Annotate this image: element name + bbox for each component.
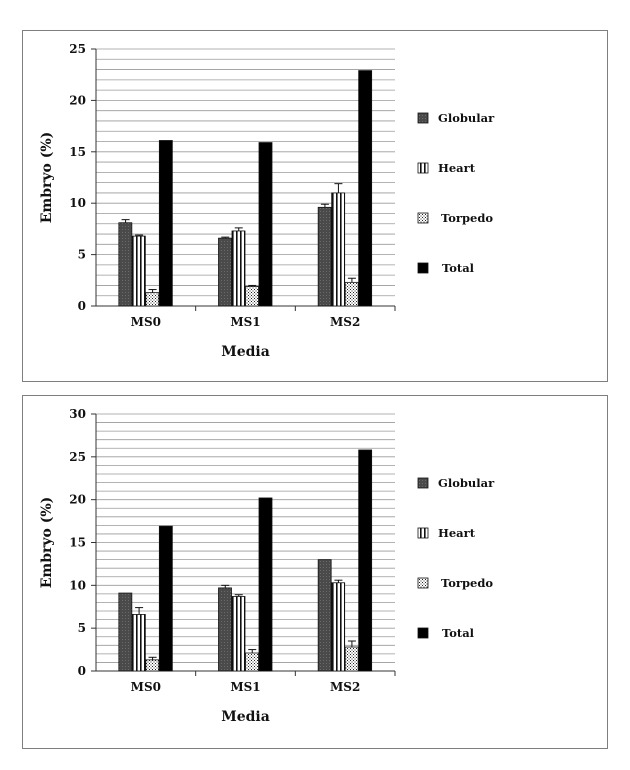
bar-globular-ms2 bbox=[317, 559, 332, 672]
chart-panel-bottom: 0 5 10 15 20 25 30 MS0 MS1 MS2 Embryo (%) Media Glob… bbox=[22, 395, 608, 749]
bar-torpedo-ms0 bbox=[145, 292, 160, 307]
y-tick-label: 25 bbox=[69, 450, 86, 464]
legend-label-total: Total bbox=[442, 261, 475, 275]
y-tick-label: 0 bbox=[78, 299, 86, 313]
y-tick-label: 15 bbox=[69, 536, 86, 550]
bar-globular-ms1 bbox=[218, 237, 232, 307]
y-tick-label: 10 bbox=[69, 578, 86, 592]
bar-chart-top: 0 5 10 15 20 25 MS0 MS1 MS2 Embryo (%) Media Globul… bbox=[39, 42, 495, 360]
legend-label-heart: Heart bbox=[438, 161, 476, 175]
y-tick-label: 10 bbox=[69, 196, 86, 210]
bar-total-ms1 bbox=[258, 497, 273, 672]
bar-globular-ms1 bbox=[218, 587, 232, 672]
y-tick-label: 30 bbox=[69, 407, 86, 421]
bar-torpedo-ms2 bbox=[344, 646, 359, 672]
bar-heart-ms2 bbox=[331, 192, 346, 307]
bar-total-ms2 bbox=[358, 70, 373, 307]
legend-swatch-globular bbox=[417, 112, 429, 124]
y-tick-label: 5 bbox=[78, 621, 86, 635]
bar-heart-ms1 bbox=[231, 230, 246, 307]
bar-heart-ms0 bbox=[131, 614, 146, 672]
legend-swatch-torpedo bbox=[417, 212, 429, 224]
legend-label-globular: Globular bbox=[438, 476, 495, 490]
x-axis-title: Media bbox=[221, 344, 270, 360]
bar-total-ms0 bbox=[158, 140, 173, 307]
legend-swatch-heart bbox=[417, 527, 429, 539]
x-tick-label: MS1 bbox=[230, 680, 260, 694]
bar-torpedo-ms1 bbox=[245, 286, 259, 307]
bar-heart-ms0 bbox=[131, 235, 146, 307]
bar-globular-ms0 bbox=[118, 592, 133, 672]
bar-total-ms1 bbox=[258, 142, 273, 307]
bar-chart-bottom: 0 5 10 15 20 25 30 MS0 MS1 MS2 Embryo (%) Media Glob… bbox=[39, 407, 495, 725]
y-axis-title: Embryo (%) bbox=[39, 497, 55, 589]
legend-label-total: Total bbox=[442, 626, 475, 640]
legend-label-torpedo: Torpedo bbox=[441, 576, 493, 590]
y-axis-title: Embryo (%) bbox=[39, 132, 55, 224]
legend-label-globular: Globular bbox=[438, 111, 495, 125]
bar-total-ms0 bbox=[158, 525, 173, 672]
bar-total-ms2 bbox=[358, 449, 373, 672]
legend-label-torpedo: Torpedo bbox=[441, 211, 493, 225]
bar-torpedo-ms1 bbox=[245, 652, 259, 672]
x-tick-label: MS2 bbox=[330, 680, 360, 694]
y-tick-label: 20 bbox=[69, 93, 86, 107]
y-tick-label: 0 bbox=[78, 664, 86, 678]
legend-swatch-globular bbox=[417, 477, 429, 489]
legend-swatch-total bbox=[417, 262, 429, 274]
bar-heart-ms1 bbox=[231, 596, 246, 672]
x-tick-label: MS1 bbox=[230, 315, 260, 329]
bar-torpedo-ms0 bbox=[145, 659, 160, 672]
legend-swatch-total bbox=[417, 627, 429, 639]
bar-torpedo-ms2 bbox=[344, 281, 359, 307]
x-tick-label: MS2 bbox=[330, 315, 360, 329]
y-tick-label: 20 bbox=[69, 493, 86, 507]
y-tick-label: 5 bbox=[78, 248, 86, 262]
x-tick-label: MS0 bbox=[131, 315, 161, 329]
legend-label-heart: Heart bbox=[438, 526, 476, 540]
legend-swatch-heart bbox=[417, 162, 429, 174]
x-axis-title: Media bbox=[221, 709, 270, 725]
chart-panel-top: 0 5 10 15 20 25 MS0 MS1 MS2 Embryo (%) Media Globul… bbox=[22, 30, 608, 382]
bar-globular-ms2 bbox=[317, 206, 332, 307]
y-tick-label: 15 bbox=[69, 145, 86, 159]
legend-swatch-torpedo bbox=[417, 577, 429, 589]
bar-heart-ms2 bbox=[331, 582, 346, 672]
x-tick-label: MS0 bbox=[131, 680, 161, 694]
bar-globular-ms0 bbox=[118, 222, 133, 307]
y-tick-label: 25 bbox=[69, 42, 86, 56]
